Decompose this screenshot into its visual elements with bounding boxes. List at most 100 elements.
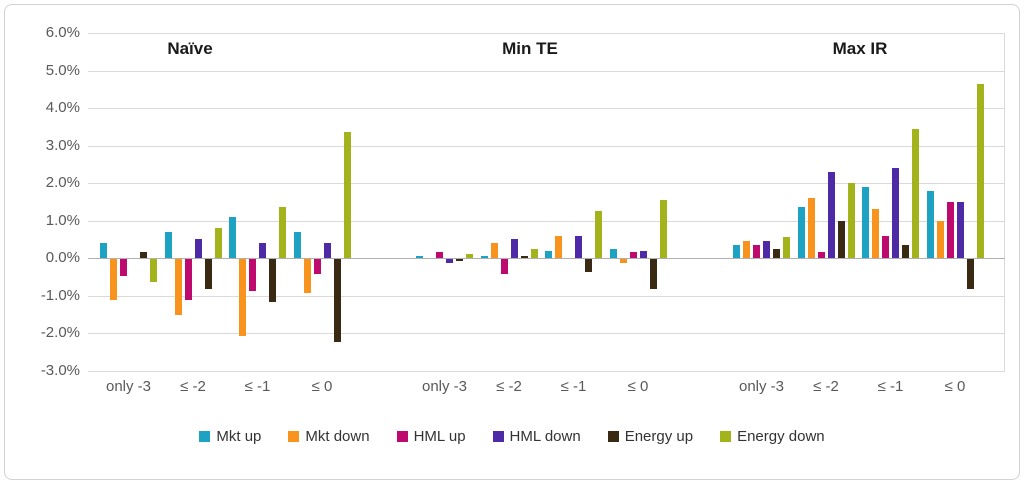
y-tick-label: 6.0% xyxy=(45,24,80,41)
gridline xyxy=(88,183,1005,184)
y-tick-label: 2.0% xyxy=(45,174,80,191)
bar xyxy=(912,128,919,258)
bar xyxy=(545,250,552,258)
gridline xyxy=(88,295,1005,297)
gridline xyxy=(88,108,1005,109)
x-category-label: only -3 xyxy=(421,378,468,395)
bar xyxy=(184,259,192,301)
y-tick-label: -1.0% xyxy=(40,286,80,304)
legend-swatch-mkt-down xyxy=(288,431,300,442)
legend-label: HML up xyxy=(413,428,466,445)
y-tick-label: -3.0% xyxy=(40,361,80,379)
bar xyxy=(649,259,657,289)
y-tick-label: 0.0% xyxy=(45,249,80,266)
bar xyxy=(639,250,647,258)
bar xyxy=(466,254,473,258)
legend-swatch-energy-down xyxy=(720,431,732,442)
legend-item: Energy down xyxy=(720,428,825,445)
legend-item: HML down xyxy=(492,428,581,445)
bar xyxy=(595,211,602,258)
bar xyxy=(110,259,117,301)
x-category-label: ≤ -1 xyxy=(244,378,271,395)
x-category-label: ≤ -1 xyxy=(560,378,587,395)
gridline xyxy=(88,33,1005,34)
gridline xyxy=(88,333,1005,334)
section-title: Min TE xyxy=(502,39,558,58)
x-category-label: only -3 xyxy=(105,378,152,395)
legend-item: HML up xyxy=(396,428,466,445)
bar xyxy=(279,207,286,258)
legend-label: HML down xyxy=(509,428,581,445)
bar xyxy=(892,168,899,258)
bar xyxy=(343,132,351,258)
x-category-label: ≤ -2 xyxy=(813,378,839,395)
section-title: Max IR xyxy=(832,39,888,58)
zero-gridline xyxy=(88,258,1005,259)
x-axis: only -3 ≤ -2 ≤ -1 ≤ 0 only -3 ≤ -2 ≤ -1 ≤ 0 only… xyxy=(88,378,1005,400)
bar xyxy=(946,201,954,258)
bar xyxy=(490,243,498,258)
x-category-label: ≤ -1 xyxy=(877,378,904,395)
bar xyxy=(194,239,202,258)
gridline xyxy=(88,220,1005,222)
bar xyxy=(733,244,740,258)
bar xyxy=(416,256,423,258)
bar xyxy=(456,259,463,261)
gridline xyxy=(88,70,1005,72)
bar xyxy=(214,228,222,258)
y-tick-label: 3.0% xyxy=(45,136,80,154)
bar xyxy=(976,83,984,258)
bar xyxy=(174,259,182,316)
gridline xyxy=(88,145,1005,147)
legend-swatch-mkt-up xyxy=(199,431,211,442)
bar xyxy=(555,235,562,258)
bar xyxy=(333,259,341,342)
legend-item: Energy up xyxy=(607,428,694,445)
bar xyxy=(530,248,538,258)
x-category-label: ≤ -2 xyxy=(496,378,522,395)
legend-swatch-energy-up xyxy=(607,431,619,442)
bar xyxy=(313,259,321,274)
gridline xyxy=(88,370,1005,372)
x-category-label: ≤ -2 xyxy=(180,378,206,395)
bar xyxy=(659,199,667,258)
bar xyxy=(847,183,855,258)
legend-label: Mkt down xyxy=(305,428,370,445)
bar xyxy=(753,244,760,258)
bar xyxy=(807,198,815,258)
bar xyxy=(204,259,212,289)
y-tick-label: -2.0% xyxy=(40,324,80,341)
bar xyxy=(872,209,879,258)
bar xyxy=(585,259,592,273)
bar xyxy=(902,244,909,258)
plot-area: Naïve Min TE Max IR xyxy=(88,33,1005,372)
legend-swatch-hml-down xyxy=(492,431,504,442)
bar xyxy=(500,259,508,274)
bar xyxy=(609,248,617,258)
legend-label: Energy up xyxy=(624,428,694,445)
bar xyxy=(164,231,172,258)
bar xyxy=(303,259,311,293)
y-tick-label: 5.0% xyxy=(45,61,80,79)
bar xyxy=(936,220,944,258)
bar xyxy=(446,259,453,263)
bar xyxy=(882,235,889,258)
x-category-label: ≤ 0 xyxy=(627,378,649,395)
bar xyxy=(293,231,301,258)
x-category-label: ≤ 0 xyxy=(944,378,966,395)
bar xyxy=(269,259,276,303)
legend-swatch-hml-up xyxy=(396,431,408,442)
legend: Mkt up Mkt down HML up HML down Energy up Ene… xyxy=(0,428,1024,445)
bar xyxy=(743,241,750,258)
x-category-label: only -3 xyxy=(738,378,785,395)
bar xyxy=(926,190,934,258)
x-category-label: ≤ 0 xyxy=(311,378,333,395)
bar xyxy=(956,201,964,258)
legend-label: Mkt up xyxy=(216,428,262,445)
bar xyxy=(783,237,790,258)
bar xyxy=(140,252,147,258)
bar xyxy=(575,235,582,258)
bar xyxy=(480,256,488,258)
bar xyxy=(797,207,805,258)
